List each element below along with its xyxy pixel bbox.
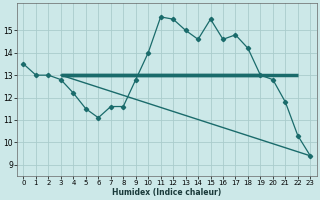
X-axis label: Humidex (Indice chaleur): Humidex (Indice chaleur) [112, 188, 221, 197]
